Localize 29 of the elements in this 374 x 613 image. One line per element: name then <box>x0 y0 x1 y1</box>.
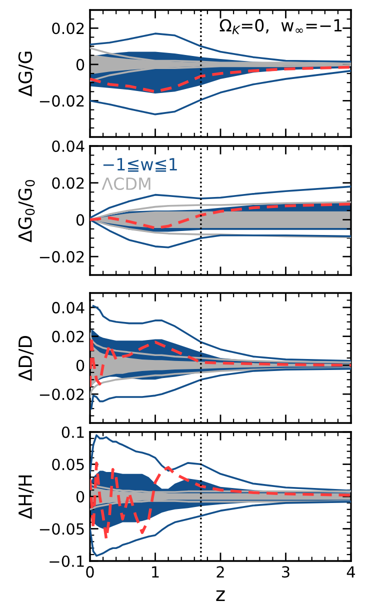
y-tick-label: 0.02 <box>52 330 84 342</box>
x-tick-label: 3 <box>282 566 290 578</box>
series-label: −1≦w≦1 <box>103 158 177 172</box>
y-axis-title: ΔG/G <box>18 52 34 97</box>
y-tick-label: 0 <box>76 58 84 70</box>
y-tick-label: 0.02 <box>52 177 84 189</box>
y-tick-label: 0.04 <box>52 302 84 314</box>
x-axis-title: z <box>216 590 225 601</box>
y-tick-label: −0.02 <box>40 95 84 107</box>
y-tick-label: 0.02 <box>52 22 84 34</box>
x-tick-label: 2 <box>216 566 224 578</box>
y-tick-label: 0.1 <box>62 426 84 438</box>
x-tick-label: 1 <box>152 566 159 578</box>
x-tick-label: 4 <box>346 566 356 578</box>
y-tick-label: 0 <box>76 490 84 503</box>
annotation: Ω$_{K}$=0, w$_{∞}$=−1 <box>220 19 342 34</box>
x-tick-label: 0 <box>86 566 94 578</box>
y-tick-label: −0.02 <box>40 251 84 263</box>
y-axis-title: ΔH/H <box>18 475 34 520</box>
series-label: ΛCDM <box>102 177 150 190</box>
y-tick-label: −0.1 <box>50 555 84 568</box>
y-axis-title: ΔD/D <box>18 336 34 381</box>
y-tick-label: −0.05 <box>40 523 84 535</box>
y-axis-title: ΔG$_{0}$/G$_{0}$ <box>18 180 35 242</box>
y-tick-label: 0 <box>76 214 84 226</box>
y-tick-label: −0.02 <box>40 388 84 400</box>
y-tick-label: 0.05 <box>52 458 84 470</box>
y-tick-label: 0 <box>76 360 84 372</box>
y-tick-label: 0.04 <box>52 140 84 152</box>
